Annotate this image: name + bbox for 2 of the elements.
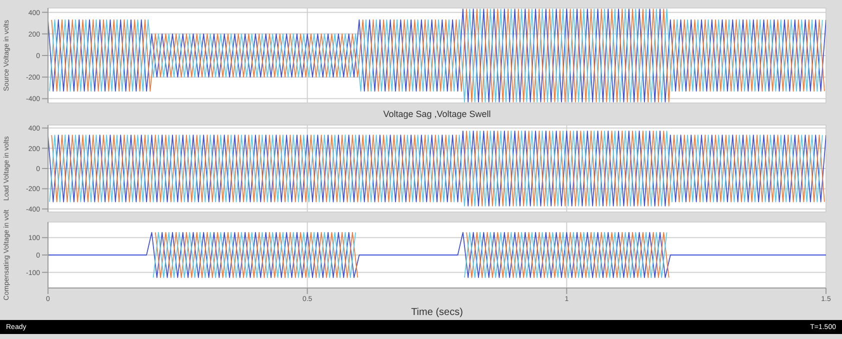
x-axis-title: Time (secs)	[411, 307, 463, 318]
chart-title: Voltage Sag ,Voltage Swell	[382, 109, 492, 119]
